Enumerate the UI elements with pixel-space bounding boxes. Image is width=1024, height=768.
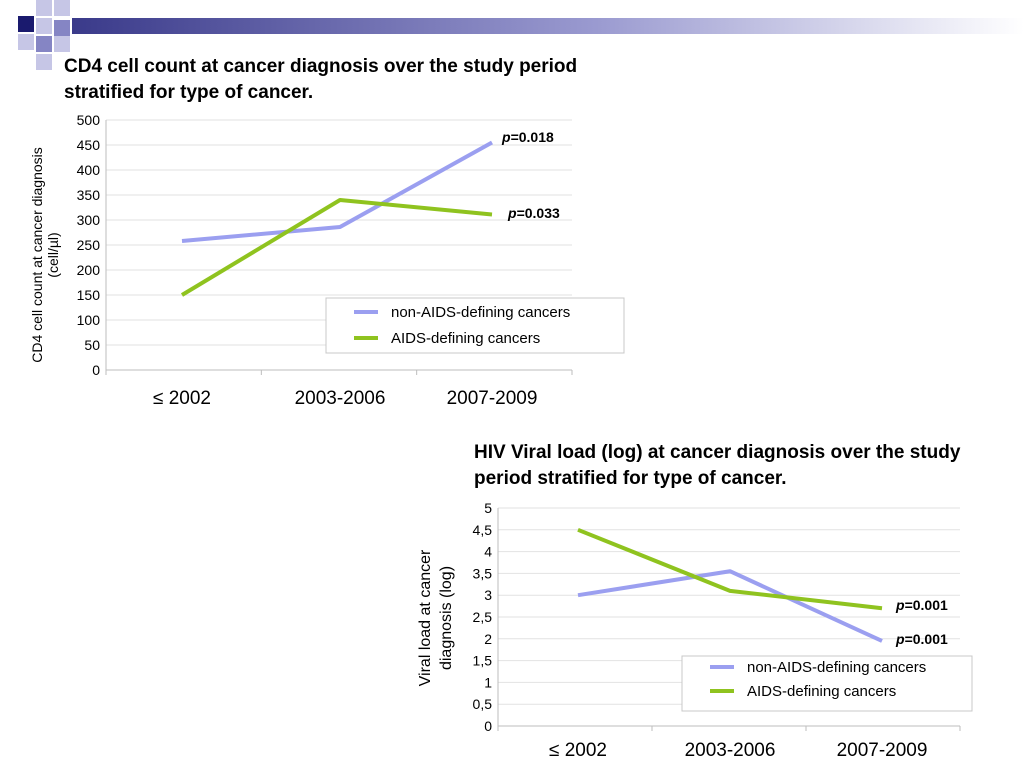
header-square-light	[36, 18, 52, 34]
x-tick-label: 2003-2006	[295, 388, 386, 409]
p-value-label: p=0.018	[501, 129, 554, 145]
chart1-title: CD4 cell count at cancer diagnosis over …	[64, 56, 578, 103]
p-value-label: p=0.001	[895, 631, 948, 647]
y-tick-label: 400	[77, 162, 101, 178]
legend-entry: non-AIDS-defining cancers	[391, 304, 570, 321]
y-tick-label: 0	[484, 718, 492, 734]
y-tick-label: 350	[77, 187, 101, 203]
x-tick-label: ≤ 2002	[549, 740, 607, 761]
y-tick-label: 3	[484, 587, 492, 603]
x-tick-label: 2007-2009	[447, 388, 538, 409]
series-line-non-aids	[577, 569, 883, 643]
y-axis-label-line: Viral load at cancer	[417, 549, 434, 686]
y-tick-label: 1	[484, 674, 492, 690]
x-tick-label: 2007-2009	[837, 740, 928, 761]
y-axis-label-line: diagnosis (log)	[438, 566, 455, 670]
x-tick-label: ≤ 2002	[153, 388, 211, 409]
header-square-mid	[54, 20, 70, 36]
y-axis-label-line: (cell/µl)	[45, 232, 61, 277]
legend-entry: AIDS-defining cancers	[391, 330, 540, 347]
y-tick-label: 150	[77, 287, 101, 303]
y-tick-label: 2,5	[473, 609, 493, 625]
header-square-dark	[18, 16, 34, 32]
legend-entry: AIDS-defining cancers	[747, 683, 896, 700]
header-square-light	[36, 54, 52, 70]
header-square-light	[36, 0, 52, 16]
y-tick-label: 1,5	[473, 653, 493, 669]
y-tick-label: 300	[77, 212, 101, 228]
y-tick-label: 0	[92, 362, 100, 378]
y-tick-label: 4,5	[473, 522, 493, 538]
y-tick-label: 4	[484, 544, 492, 560]
y-tick-label: 250	[77, 237, 101, 253]
y-tick-label: 0,5	[473, 696, 493, 712]
y-tick-label: 2	[484, 631, 492, 647]
x-tick-label: 2003-2006	[685, 740, 776, 761]
chart2-title: HIV Viral load (log) at cancer diagnosis…	[474, 442, 961, 489]
header-square-light	[54, 36, 70, 52]
legend-entry: non-AIDS-defining cancers	[747, 659, 926, 676]
y-tick-label: 200	[77, 262, 101, 278]
y-axis-label: CD4 cell count at cancer diagnosis (cell/…	[29, 147, 61, 363]
y-tick-label: 50	[84, 337, 100, 353]
header-square-mid	[36, 36, 52, 52]
p-value-label: p=0.001	[895, 597, 948, 613]
legend-box	[325, 297, 625, 354]
header-square-light	[18, 34, 34, 50]
y-tick-label: 100	[77, 312, 101, 328]
header-gradient-bar	[72, 18, 1024, 34]
y-tick-label: 5	[484, 500, 492, 516]
y-tick-label: 450	[77, 137, 101, 153]
y-tick-label: 3,5	[473, 565, 493, 581]
series-line-aids	[577, 527, 883, 611]
header-square-light	[54, 0, 70, 16]
y-axis-label: Viral load at cancer diagnosis (log)	[417, 549, 455, 686]
y-axis-label-line: CD4 cell count at cancer diagnosis	[29, 147, 45, 363]
p-value-label: p=0.033	[507, 205, 560, 221]
y-tick-label: 500	[77, 112, 101, 128]
